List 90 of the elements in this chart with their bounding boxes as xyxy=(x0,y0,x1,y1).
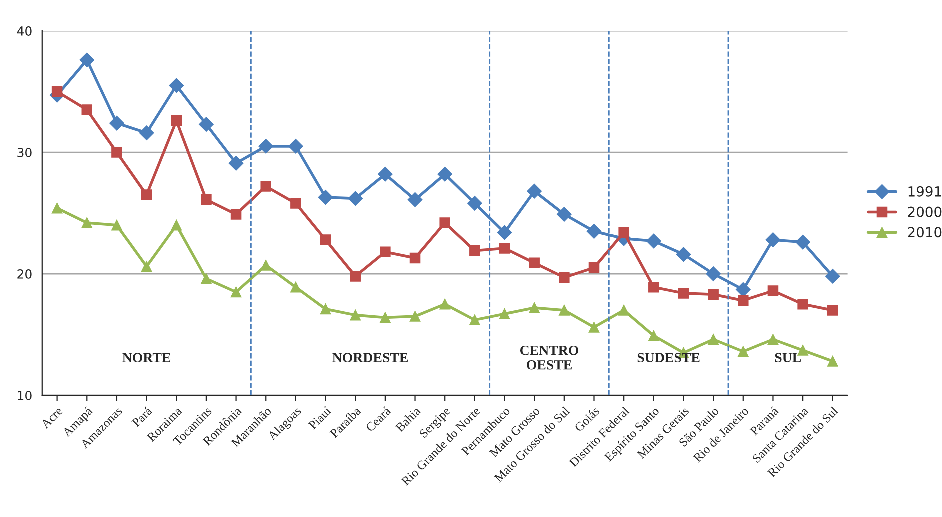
point xyxy=(348,191,363,206)
point xyxy=(828,356,838,367)
point xyxy=(410,311,421,322)
point xyxy=(80,52,95,68)
point xyxy=(141,261,152,272)
point xyxy=(230,209,242,220)
point xyxy=(230,286,242,298)
point xyxy=(768,334,779,345)
point xyxy=(440,299,450,310)
point xyxy=(736,282,751,298)
point xyxy=(648,330,660,342)
point xyxy=(290,198,302,209)
point xyxy=(171,220,182,231)
point xyxy=(438,166,452,182)
point xyxy=(141,190,152,200)
legend-label: 1991 xyxy=(908,186,942,197)
point xyxy=(408,192,423,208)
point xyxy=(738,346,749,358)
point xyxy=(199,117,214,132)
x-tick-label: Acre xyxy=(40,406,64,430)
point xyxy=(825,269,840,284)
point xyxy=(646,234,662,249)
point xyxy=(738,295,749,306)
point xyxy=(112,220,122,231)
point xyxy=(260,260,272,271)
point xyxy=(706,266,721,282)
y-tick-label: 40 xyxy=(17,26,32,36)
point xyxy=(588,322,600,333)
point xyxy=(288,139,304,154)
point xyxy=(378,166,393,182)
y-tick-label: 20 xyxy=(18,269,32,279)
point xyxy=(52,203,63,214)
point xyxy=(320,304,332,315)
point xyxy=(52,86,63,98)
point xyxy=(380,312,391,324)
point xyxy=(497,225,512,240)
point xyxy=(588,262,600,274)
point xyxy=(618,227,630,238)
point xyxy=(201,194,212,206)
annotation: SUDESTE xyxy=(638,353,700,363)
point xyxy=(440,218,450,228)
point xyxy=(169,78,184,94)
point xyxy=(678,288,690,299)
point xyxy=(796,235,810,250)
point xyxy=(708,289,719,300)
annotation: NORTE xyxy=(122,353,171,363)
point xyxy=(527,184,542,199)
legend-label: 2010 xyxy=(908,227,942,238)
point xyxy=(318,190,334,205)
point xyxy=(260,181,272,192)
annotation: CENTRO OESTE xyxy=(520,346,579,370)
legend-label: 2000 xyxy=(908,206,942,218)
point xyxy=(828,305,838,316)
point xyxy=(82,104,93,116)
point xyxy=(82,218,93,228)
point xyxy=(258,139,274,154)
point xyxy=(529,258,540,268)
point xyxy=(171,116,182,126)
point xyxy=(468,196,482,211)
point xyxy=(676,247,692,262)
point xyxy=(228,156,244,171)
point xyxy=(768,286,779,296)
point xyxy=(499,243,510,254)
point xyxy=(139,126,154,140)
point xyxy=(350,271,361,282)
point xyxy=(410,252,421,264)
point xyxy=(708,334,719,345)
point xyxy=(320,234,332,246)
y-tick-label: 10 xyxy=(18,390,32,400)
point xyxy=(499,308,510,320)
point xyxy=(586,224,602,239)
point xyxy=(290,282,302,293)
point xyxy=(618,305,630,316)
annotation: SUL xyxy=(775,353,802,363)
point xyxy=(557,207,572,222)
point xyxy=(470,246,480,256)
y-tick-label: 30 xyxy=(18,148,32,158)
point xyxy=(470,314,480,326)
point xyxy=(766,232,781,248)
point xyxy=(798,299,808,310)
point xyxy=(201,273,212,284)
point xyxy=(350,310,361,321)
point xyxy=(380,246,391,258)
point xyxy=(559,305,570,316)
point xyxy=(112,147,122,158)
point xyxy=(648,282,660,293)
point xyxy=(529,302,540,314)
point xyxy=(110,116,124,131)
point xyxy=(559,272,570,284)
annotation: NORDESTE xyxy=(332,353,408,363)
